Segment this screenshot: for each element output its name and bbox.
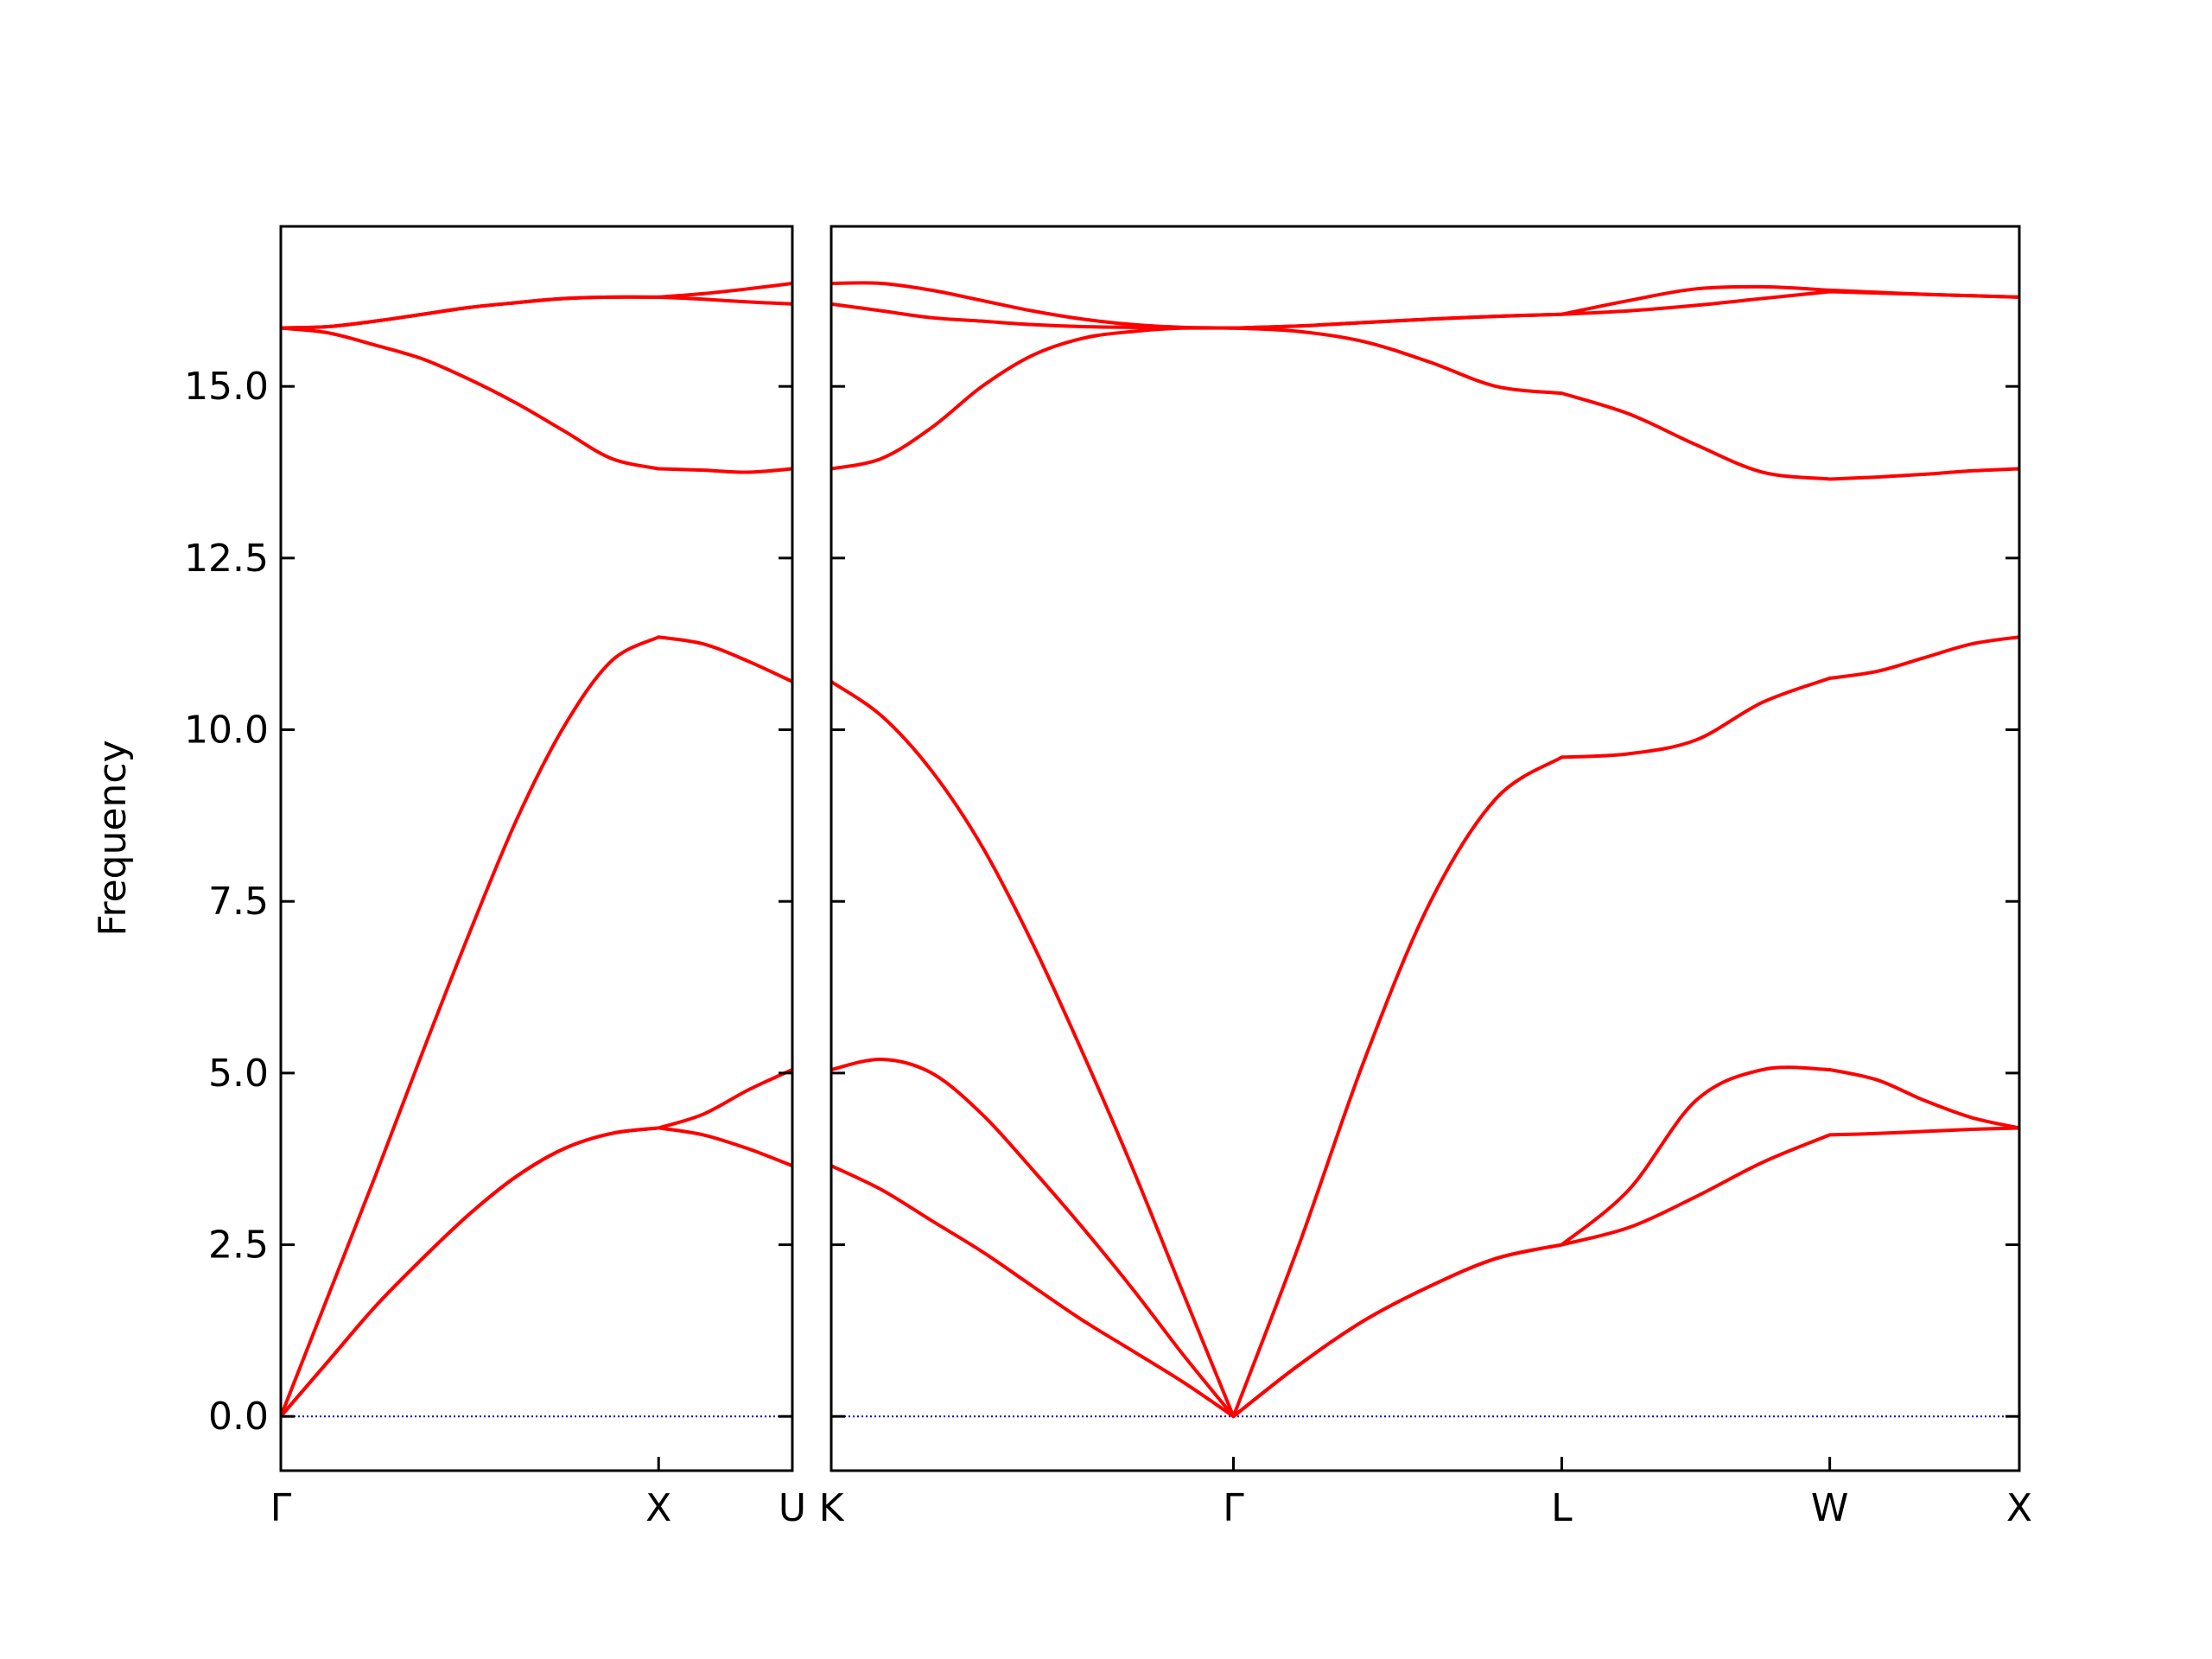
x-tick-label: L <box>1551 1486 1573 1530</box>
y-tick-label: 5.0 <box>208 1052 269 1096</box>
axes-frame <box>830 225 2021 1472</box>
x-tick-label: X <box>2006 1486 2032 1530</box>
band-line <box>281 635 792 1417</box>
band-line <box>281 326 792 474</box>
x-tick-label: Γ <box>270 1486 292 1530</box>
x-tick-label: K <box>819 1486 845 1530</box>
band-line <box>831 1057 2019 1419</box>
y-tick-label: 2.5 <box>208 1224 269 1268</box>
y-axis-label: Frequency <box>91 740 135 936</box>
y-tick-label: 12.5 <box>184 537 269 581</box>
band-line <box>831 326 2019 481</box>
y-tick-label: 15.0 <box>184 365 269 409</box>
y-tick-label: 10.0 <box>184 709 269 753</box>
panel: 0.0 2.5 5.0 7.5 10.0 12.5 15.0 Γ X U Frequency <box>91 225 806 1530</box>
band-line <box>281 1126 792 1418</box>
x-tick-label: Γ <box>1223 1486 1244 1530</box>
plot-area <box>831 281 2019 1419</box>
plot-area <box>281 281 792 1418</box>
axes-frame <box>279 225 794 1472</box>
band-line <box>831 281 2019 330</box>
band-line <box>281 295 792 330</box>
x-tick-label: W <box>1811 1486 1849 1530</box>
band-line <box>831 635 2019 1419</box>
y-tick-label: 0.0 <box>208 1395 269 1439</box>
x-tick-label: U <box>779 1486 806 1530</box>
y-tick-label: 7.5 <box>208 880 269 924</box>
x-tick-label: X <box>645 1486 671 1530</box>
